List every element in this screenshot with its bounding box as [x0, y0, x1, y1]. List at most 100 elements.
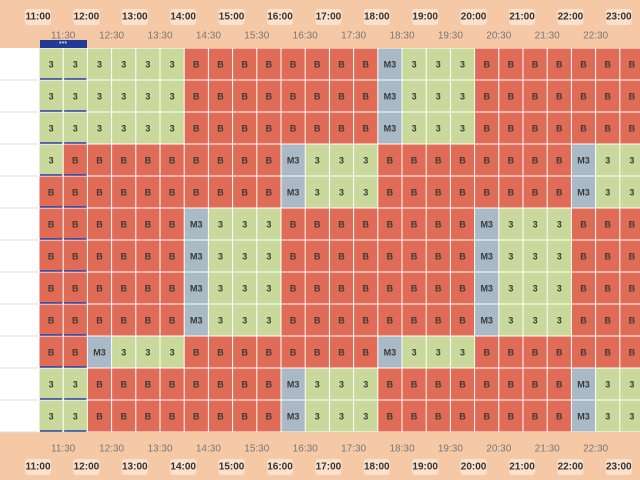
cell-label: 3 — [145, 123, 150, 133]
half-hour-label: 20:30 — [486, 444, 511, 455]
cell — [523, 240, 547, 272]
cell — [208, 80, 233, 112]
cell-label: 3 — [97, 59, 102, 69]
cell-label: 3 — [605, 187, 610, 197]
cell — [620, 208, 640, 240]
cell-label: B — [217, 155, 224, 165]
cell-label: B — [362, 219, 369, 229]
cell-label: B — [338, 123, 345, 133]
cell — [112, 144, 136, 176]
cell — [87, 272, 112, 304]
cell-label: B — [459, 155, 466, 165]
cell-label: B — [508, 187, 515, 197]
cell — [547, 304, 571, 336]
cell-label: B — [435, 379, 442, 389]
cell — [450, 272, 475, 304]
cell-label: M3 — [577, 155, 590, 165]
half-hour-label: 12:30 — [99, 444, 124, 455]
cell-label: M3 — [287, 411, 300, 421]
cell — [136, 400, 160, 432]
cell — [208, 240, 233, 272]
half-hour-label: 13:30 — [147, 444, 172, 455]
cell — [523, 176, 547, 208]
cell-label: B — [290, 347, 297, 357]
cell — [63, 304, 87, 336]
hour-label: 20:00 — [461, 462, 487, 473]
cell-label: B — [629, 59, 636, 69]
cell-label: B — [120, 155, 127, 165]
cell — [426, 80, 450, 112]
cell-label: B — [387, 155, 394, 165]
cell-label: B — [217, 347, 224, 357]
cell-label: B — [556, 411, 563, 421]
cell — [620, 112, 640, 144]
cell — [233, 400, 257, 432]
cell — [354, 112, 378, 144]
cell — [596, 240, 620, 272]
cell — [305, 80, 329, 112]
cell-label: B — [580, 347, 587, 357]
cell-label: 3 — [242, 219, 247, 229]
cell-label: B — [362, 251, 369, 261]
cell — [87, 176, 112, 208]
cell-label: B — [362, 283, 369, 293]
hour-label: 22:00 — [558, 12, 584, 23]
cell-label: 3 — [533, 251, 538, 261]
cell — [378, 112, 402, 144]
cell-label: B — [193, 347, 200, 357]
cell — [184, 80, 208, 112]
half-hour-label: 14:30 — [196, 31, 221, 42]
cell — [39, 240, 63, 272]
cell-label: B — [362, 347, 369, 357]
cell — [39, 176, 63, 208]
cell — [499, 368, 523, 400]
cell-label: B — [604, 315, 611, 325]
cell — [208, 208, 233, 240]
cell — [257, 176, 281, 208]
cell-label: B — [193, 187, 200, 197]
hour-chip — [121, 9, 148, 25]
cell — [523, 272, 547, 304]
cell — [63, 48, 87, 80]
cell-label: M3 — [577, 379, 590, 389]
cell-label: M3 — [384, 123, 397, 133]
half-hour-label: 21:30 — [535, 31, 560, 42]
cell-label: 3 — [508, 251, 513, 261]
cell-label: M3 — [190, 283, 203, 293]
cell — [620, 144, 640, 176]
cell — [160, 336, 184, 368]
half-hour-label: 11:30 — [51, 444, 76, 455]
cell — [160, 240, 184, 272]
cell-label: B — [169, 187, 176, 197]
cell-label: B — [266, 123, 273, 133]
hour-label: 18:00 — [364, 462, 390, 473]
cell — [523, 368, 547, 400]
hour-chip — [412, 9, 439, 25]
cell — [402, 48, 426, 80]
cell — [329, 112, 354, 144]
cell — [571, 240, 596, 272]
cell-label: 3 — [605, 379, 610, 389]
cell-label: B — [411, 283, 418, 293]
cell — [281, 112, 305, 144]
cell-label: B — [290, 91, 297, 101]
cell-label: B — [556, 91, 563, 101]
cell — [354, 240, 378, 272]
cell — [402, 176, 426, 208]
cell — [329, 304, 354, 336]
cell-label: 3 — [605, 411, 610, 421]
cell-label: B — [483, 187, 490, 197]
cell-label: B — [241, 379, 248, 389]
cell — [39, 112, 63, 144]
cell — [281, 400, 305, 432]
cell-label: B — [580, 123, 587, 133]
cell-label: B — [96, 315, 103, 325]
cell-label: B — [508, 123, 515, 133]
cell-label: B — [290, 315, 297, 325]
hour-chip — [267, 459, 293, 475]
cell-label: B — [556, 187, 563, 197]
cell — [354, 48, 378, 80]
cell — [87, 48, 112, 80]
cell — [208, 176, 233, 208]
cell-label: B — [145, 187, 152, 197]
